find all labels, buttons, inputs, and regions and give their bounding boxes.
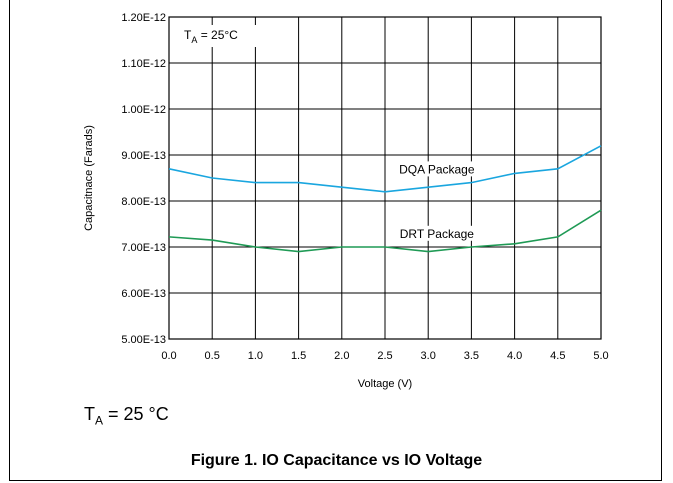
condition-sub: A: [95, 413, 104, 428]
x-tick-label: 4.0: [507, 350, 522, 362]
inset-t: T: [184, 28, 192, 42]
y-tick-label: 1.00E-12: [121, 104, 166, 116]
x-tick-label: 4.5: [550, 350, 565, 362]
y-tick-label: 8.00E-13: [121, 196, 166, 208]
capacitance-chart: DQA Package DRT Package 0.0 0.5 1.0 1.5 2.0 2.…: [83, 12, 609, 390]
plot-border: [168, 16, 602, 340]
series-line-dqa: [168, 145, 602, 193]
y-tick-label: 5.00E-13: [121, 334, 166, 346]
inset-rest: = 25°C: [197, 28, 238, 42]
figure-caption: Figure 1. IO Capacitance vs IO Voltage: [190, 452, 483, 469]
x-axis-title: Voltage (V): [358, 378, 412, 390]
series-line-drt: [168, 209, 602, 253]
x-tick-label: 2.5: [377, 350, 392, 362]
series-label-background: [392, 161, 481, 177]
temperature-condition: TA = 25 °C: [84, 404, 169, 428]
y-tick-label: 7.00E-13: [121, 242, 166, 254]
x-tick-label: 1.0: [248, 350, 263, 362]
y-tick-label: 6.00E-13: [121, 288, 166, 300]
series-label-background: [392, 225, 481, 241]
series-layer: DQA Package DRT Package: [168, 145, 602, 253]
grid-lines: [168, 16, 602, 340]
x-tick-label: 5.0: [593, 350, 608, 362]
x-tick-label: 0.5: [205, 350, 220, 362]
condition-rest: = 25 °C: [103, 404, 169, 424]
figure-frame: [9, 0, 662, 481]
x-tick-label: 1.5: [291, 350, 306, 362]
y-axis-title: Capacitnace (Farads): [83, 125, 95, 231]
y-tick-label: 1.10E-12: [121, 58, 166, 70]
series-label-dqa: DQA Package: [399, 162, 475, 176]
x-tick-label: 0.0: [161, 350, 176, 362]
condition-t: T: [84, 404, 95, 424]
inset-label-box: [179, 25, 257, 47]
y-tick-label: 1.20E-12: [121, 12, 166, 24]
x-tick-label: 2.0: [334, 350, 349, 362]
x-tick-label: 3.5: [464, 350, 479, 362]
y-tick-label: 9.00E-13: [121, 150, 166, 162]
inset-sub: A: [191, 35, 197, 45]
tick-labels: 0.0 0.5 1.0 1.5 2.0 2.5 3.0 3.5 4.0 4.5 5.0 5.00E-1…: [121, 12, 608, 362]
x-tick-label: 3.0: [421, 350, 436, 362]
inset-temperature-label: TA = 25°C: [184, 28, 238, 45]
series-label-drt: DRT Package: [400, 227, 475, 241]
